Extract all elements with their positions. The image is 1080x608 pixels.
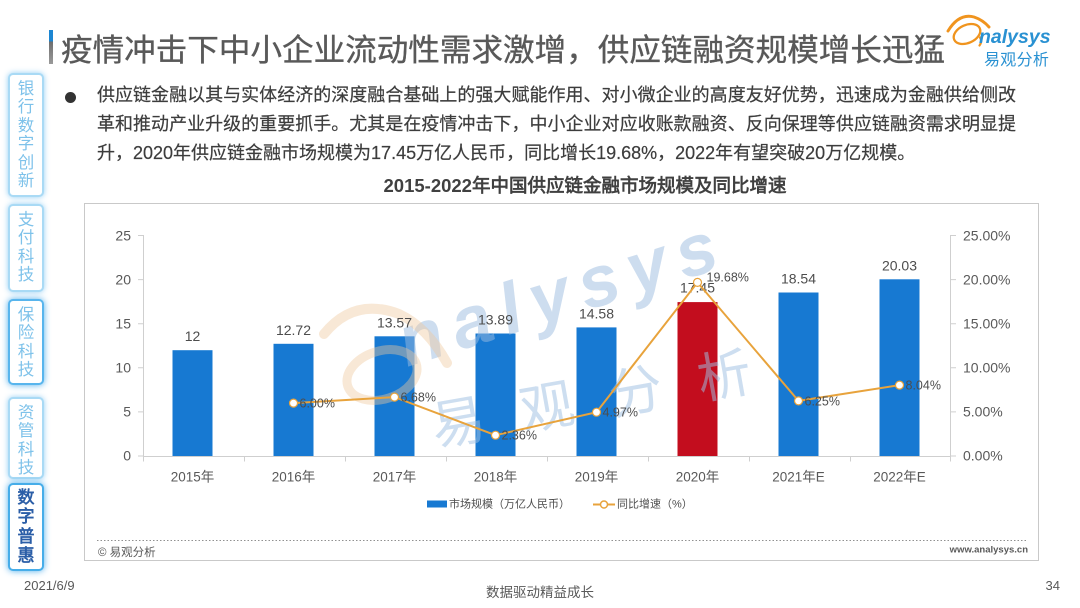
svg-text:0: 0 [123, 448, 131, 464]
svg-text:2019年: 2019年 [575, 470, 619, 485]
svg-text:10: 10 [115, 360, 131, 376]
svg-text:2017年: 2017年 [373, 470, 417, 485]
svg-text:2022年E: 2022年E [873, 470, 926, 485]
svg-text:易观分析: 易观分析 [984, 51, 1049, 69]
svg-text:12: 12 [185, 328, 201, 344]
svg-text:5.00%: 5.00% [963, 404, 1003, 420]
svg-text:13.57: 13.57 [377, 314, 412, 330]
svg-text:8.04%: 8.04% [906, 379, 941, 393]
svg-text:市场规模（万亿人民币）: 市场规模（万亿人民币） [449, 497, 570, 511]
svg-text:2018年: 2018年 [474, 470, 518, 485]
svg-text:2020年: 2020年 [676, 470, 720, 485]
svg-text:2015年: 2015年 [171, 470, 215, 485]
svg-text:6.25%: 6.25% [805, 394, 840, 408]
svg-text:20: 20 [115, 272, 131, 288]
svg-text:同比增速（%）: 同比增速（%） [617, 497, 693, 511]
svg-text:20.03: 20.03 [882, 257, 917, 273]
svg-text:18.54: 18.54 [781, 271, 816, 287]
svg-text:15.00%: 15.00% [963, 316, 1010, 332]
svg-text:6.68%: 6.68% [401, 391, 436, 405]
svg-text:6.00%: 6.00% [300, 397, 335, 411]
svg-text:0.00%: 0.00% [963, 448, 1003, 464]
svg-text:nalysys: nalysys [979, 26, 1051, 48]
svg-text:5: 5 [123, 404, 131, 420]
svg-text:10.00%: 10.00% [963, 360, 1010, 376]
svg-text:© 易观分析: © 易观分析 [98, 545, 156, 559]
svg-text:2016年: 2016年 [272, 470, 316, 485]
svg-text:25: 25 [115, 228, 131, 244]
svg-text:2.36%: 2.36% [502, 429, 537, 443]
svg-text:15: 15 [115, 316, 131, 332]
svg-text:www.analysys.cn: www.analysys.cn [949, 545, 1029, 556]
svg-text:25.00%: 25.00% [963, 228, 1010, 244]
svg-text:4.97%: 4.97% [603, 406, 638, 420]
svg-text:14.58: 14.58 [579, 305, 614, 321]
svg-text:20.00%: 20.00% [963, 272, 1010, 288]
svg-text:12.72: 12.72 [276, 322, 311, 338]
svg-text:19.68%: 19.68% [707, 271, 749, 285]
svg-text:2021年E: 2021年E [772, 470, 825, 485]
svg-text:13.89: 13.89 [478, 312, 513, 328]
